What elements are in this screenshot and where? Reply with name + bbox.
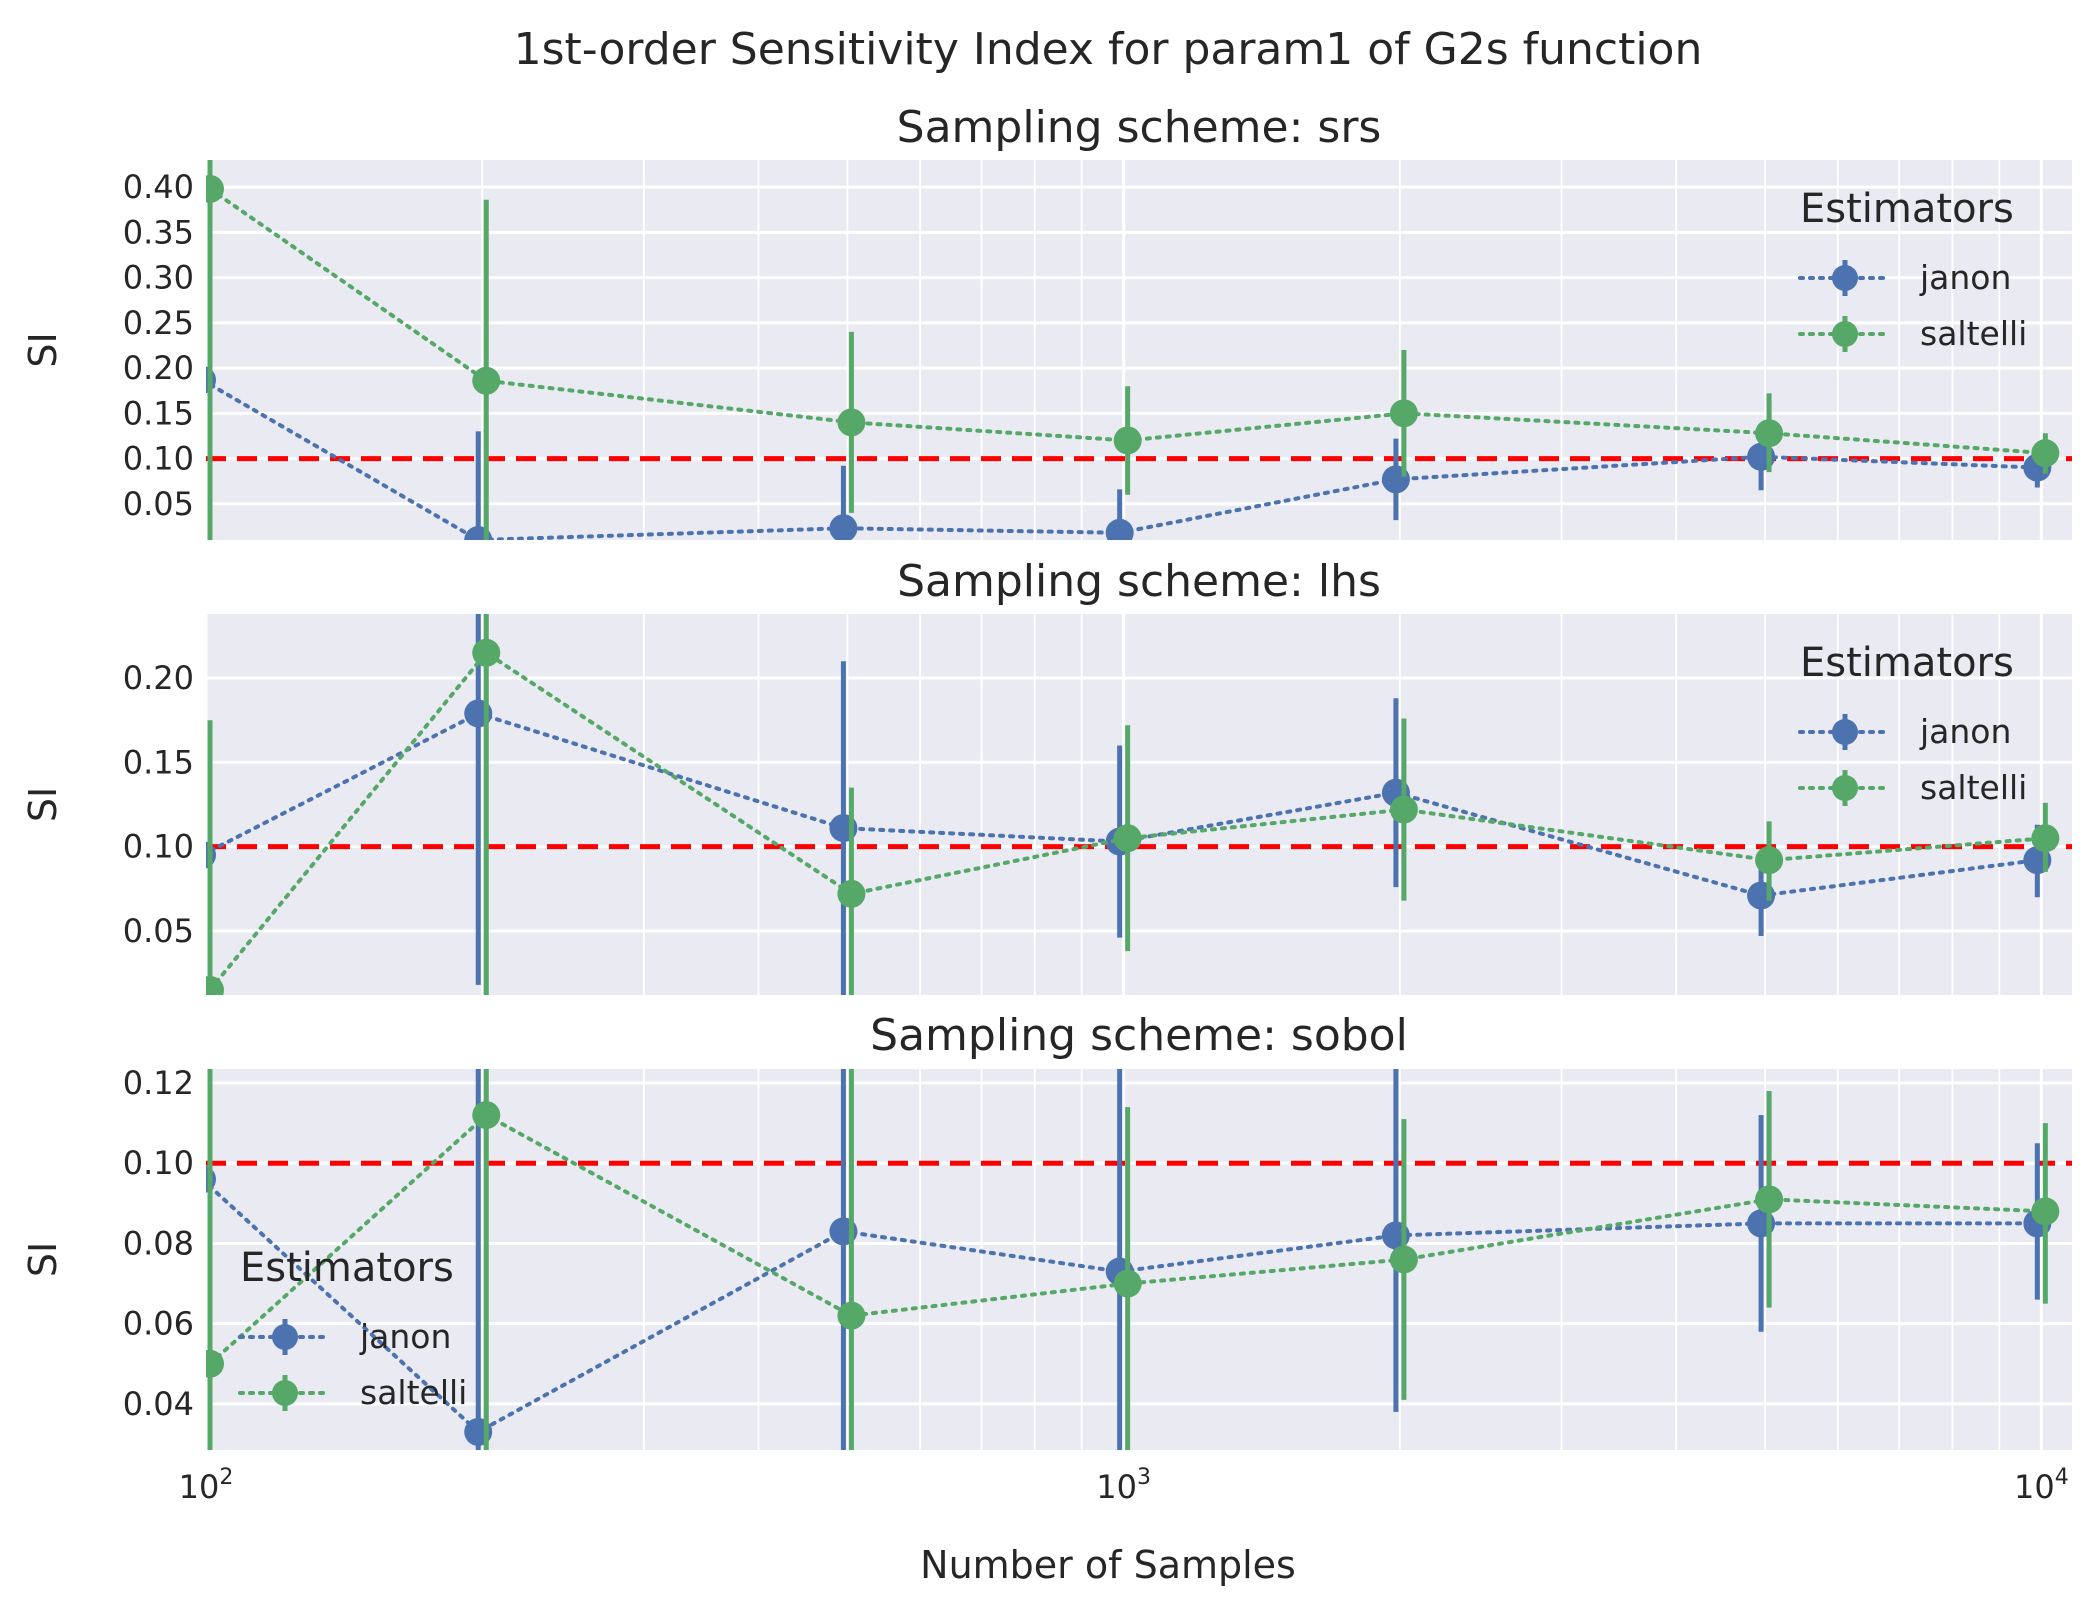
y-tick-label: 0.25 xyxy=(123,304,194,342)
x-tick-label: 104 xyxy=(2014,1465,2069,1506)
x-tick-label: 103 xyxy=(1096,1465,1151,1506)
y-tick-label: 0.35 xyxy=(123,213,194,251)
legend-label-saltelli: saltelli xyxy=(1920,768,2027,807)
legend-title: Estimators xyxy=(240,1245,454,1291)
y-tick-label: 0.40 xyxy=(123,168,194,206)
data-point-saltelli xyxy=(837,879,866,908)
legend-label-janon: janon xyxy=(1919,712,2011,751)
legend-label-janon: janon xyxy=(359,1317,451,1356)
panel-title: Sampling scheme: lhs xyxy=(897,556,1381,607)
data-point-saltelli xyxy=(1755,1185,1784,1214)
plot-area xyxy=(206,614,2072,995)
data-point-saltelli xyxy=(2031,824,2060,853)
panels-group: 0.05 0.10 0.15 0.20 0.25 0.30 0.35 0.40 SI Sampli… xyxy=(21,102,2072,1506)
legend-marker-janon xyxy=(272,1324,298,1350)
data-point-saltelli xyxy=(1389,1245,1418,1274)
data-point-janon xyxy=(1105,518,1134,540)
data-point-saltelli xyxy=(837,408,866,437)
y-tick-label: 0.10 xyxy=(123,828,194,866)
legend: Estimators janon saltelli xyxy=(1798,640,2027,807)
data-point-saltelli xyxy=(206,1349,224,1378)
legend-label-saltelli: saltelli xyxy=(1920,314,2027,353)
data-point-saltelli xyxy=(1755,419,1784,448)
legend-marker-janon xyxy=(1832,265,1858,291)
plot-area xyxy=(206,1069,2072,1450)
y-tick-label: 0.15 xyxy=(123,394,194,432)
x-tick-label: 102 xyxy=(179,1465,234,1506)
panel-3: 0.04 0.06 0.08 0.10 0.12 SI Sampling scheme: s… xyxy=(21,1010,2072,1506)
panel-title: Sampling scheme: srs xyxy=(897,102,1382,153)
y-tick-label: 0.20 xyxy=(123,659,194,697)
legend-marker-saltelli xyxy=(1832,321,1858,347)
y-tick-label: 0.06 xyxy=(123,1305,194,1343)
y-tick-label: 0.05 xyxy=(123,912,194,950)
data-point-saltelli xyxy=(837,1301,866,1330)
y-tick-label: 0.12 xyxy=(123,1064,194,1102)
data-point-saltelli xyxy=(206,174,224,203)
data-point-saltelli xyxy=(1113,824,1142,853)
data-point-saltelli xyxy=(2031,439,2060,468)
panel-1: 0.05 0.10 0.15 0.20 0.25 0.30 0.35 0.40 SI Sampli… xyxy=(21,102,2072,540)
legend: Estimators janon saltelli xyxy=(1798,186,2027,353)
y-tick-label: 0.05 xyxy=(123,485,194,523)
plot-area xyxy=(206,160,2072,540)
y-axis-label: SI xyxy=(21,332,65,367)
data-point-saltelli xyxy=(472,366,501,395)
data-point-saltelli xyxy=(2031,1197,2060,1226)
data-point-saltelli xyxy=(1113,1269,1142,1298)
data-point-saltelli xyxy=(472,1101,501,1130)
y-tick-label: 0.10 xyxy=(123,1144,194,1182)
y-tick-label: 0.04 xyxy=(123,1385,194,1423)
y-tick-label: 0.08 xyxy=(123,1224,194,1262)
figure-suptitle: 1st-order Sensitivity Index for param1 o… xyxy=(514,24,1703,75)
y-tick-label: 0.30 xyxy=(123,259,194,297)
data-point-saltelli xyxy=(1113,426,1142,455)
legend-label-janon: janon xyxy=(1919,258,2011,297)
panel-title: Sampling scheme: sobol xyxy=(870,1010,1408,1061)
legend-title: Estimators xyxy=(1800,186,2014,232)
y-tick-label: 0.10 xyxy=(123,440,194,478)
data-point-saltelli xyxy=(1389,795,1418,824)
legend-marker-saltelli xyxy=(272,1380,298,1406)
panel-2: 0.05 0.10 0.15 0.20 SI Sampling scheme: lhs Es… xyxy=(21,556,2072,995)
y-axis-label: SI xyxy=(21,1242,65,1277)
legend-marker-janon xyxy=(1832,719,1858,745)
y-tick-label: 0.15 xyxy=(123,743,194,781)
grid-lines xyxy=(206,160,2072,540)
data-point-saltelli xyxy=(1389,399,1418,428)
legend-marker-saltelli xyxy=(1832,775,1858,801)
legend-title: Estimators xyxy=(1800,640,2014,686)
legend-label-saltelli: saltelli xyxy=(360,1373,467,1412)
data-point-saltelli xyxy=(1755,846,1784,875)
data-point-janon xyxy=(829,514,858,540)
y-axis-label: SI xyxy=(21,787,65,822)
data-point-saltelli xyxy=(206,975,224,995)
legend: Estimators janon saltelli xyxy=(238,1245,467,1412)
data-point-saltelli xyxy=(472,638,501,667)
x-axis-label: Number of Samples xyxy=(920,1543,1296,1587)
y-tick-label: 0.20 xyxy=(123,349,194,387)
